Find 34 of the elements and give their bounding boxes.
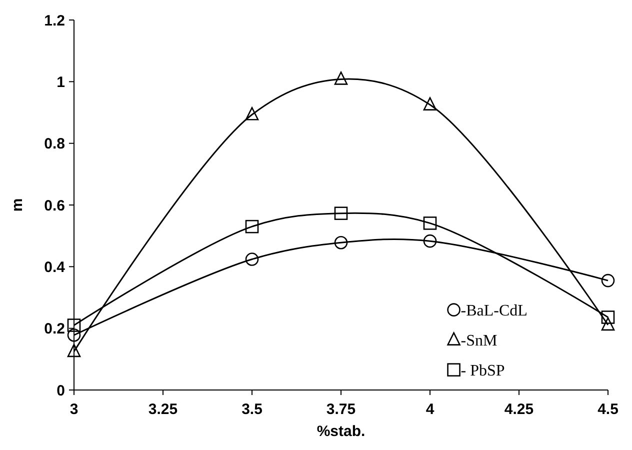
- legend-label: - PbSP: [460, 362, 505, 380]
- x-tick-label: 3.5: [242, 401, 262, 418]
- y-tick-label: 0.4: [44, 258, 66, 276]
- point: [245, 252, 259, 266]
- x-tick-label: 3.25: [148, 401, 178, 418]
- point: [67, 318, 81, 332]
- point: [245, 220, 259, 234]
- point: [245, 107, 259, 120]
- y-axis-title: m: [9, 198, 26, 212]
- y-tick-label: 0: [56, 382, 65, 400]
- point: [423, 97, 437, 110]
- y-tick-label: 1.2: [44, 12, 65, 30]
- y-tick-label: 1: [56, 74, 65, 91]
- point: [334, 206, 348, 220]
- y-tick-label: 0.6: [44, 197, 65, 214]
- point: [67, 328, 81, 342]
- point: [423, 216, 437, 230]
- point: [334, 236, 348, 250]
- point: [601, 310, 615, 324]
- point: [334, 72, 348, 85]
- x-tick-label: 3.75: [326, 401, 356, 418]
- point: [67, 344, 81, 358]
- x-tick-label: 4: [426, 401, 435, 418]
- x-tick-label: 4.5: [598, 401, 618, 418]
- point: [601, 317, 615, 331]
- legend-label: -BaL-CdL: [460, 302, 528, 320]
- point: [423, 234, 437, 248]
- legend-label: -SnM: [460, 332, 498, 350]
- x-tick-label: 4.25: [504, 401, 534, 418]
- y-tick-label: 0.8: [44, 136, 65, 153]
- point: [601, 274, 615, 288]
- y-tick-label: 0.2: [44, 320, 65, 338]
- x-axis-title: %stab.: [316, 423, 366, 440]
- x-tick-label: 3: [70, 401, 78, 418]
